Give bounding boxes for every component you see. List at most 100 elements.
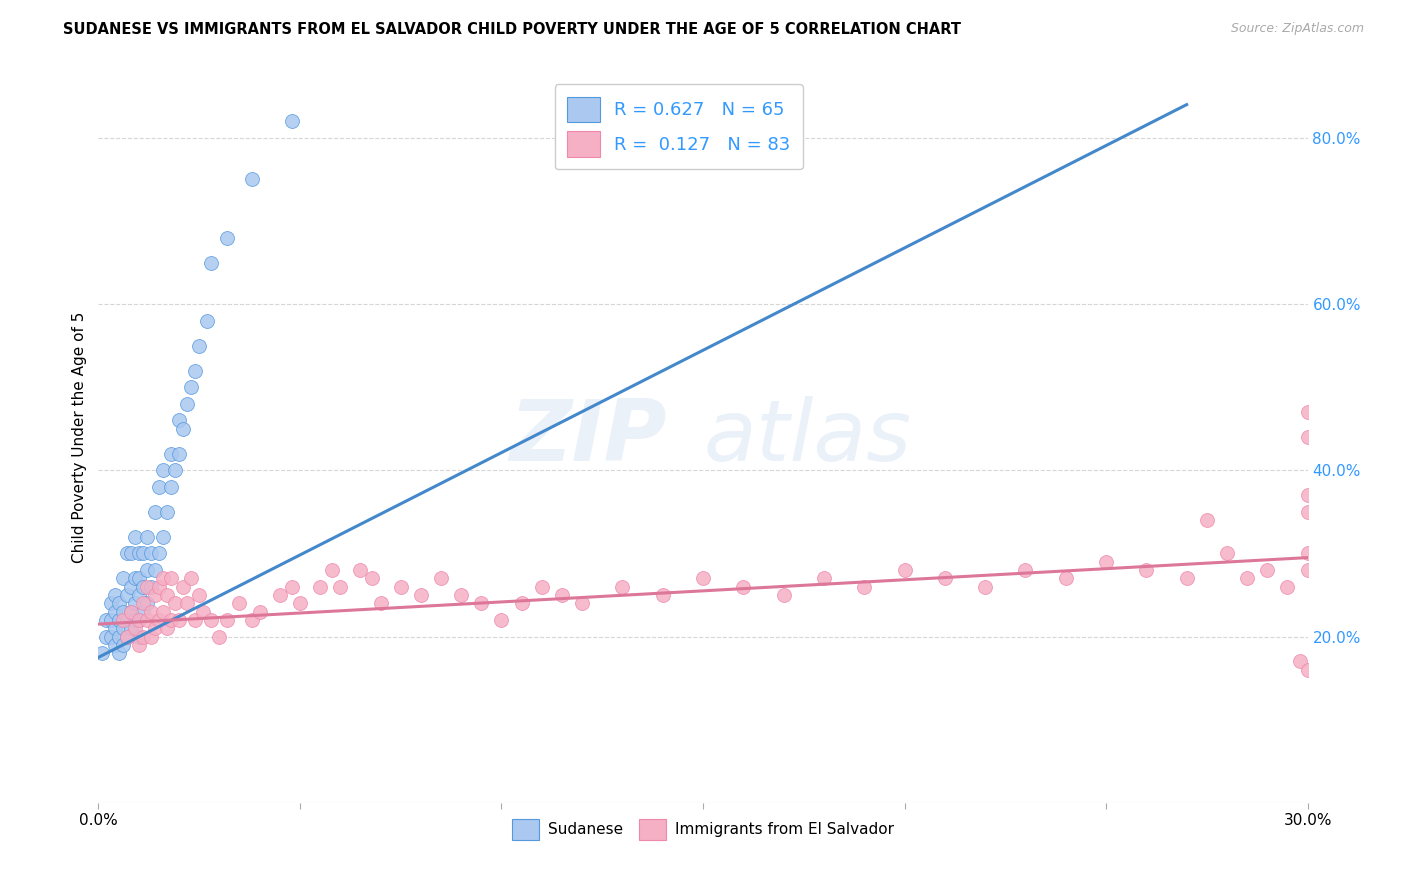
Text: Source: ZipAtlas.com: Source: ZipAtlas.com — [1230, 22, 1364, 36]
Point — [1195, 513, 1218, 527]
Point — [124, 530, 146, 544]
Y-axis label: Child Poverty Under the Age of 5: Child Poverty Under the Age of 5 — [72, 311, 87, 563]
Point — [217, 230, 239, 244]
Point — [148, 480, 170, 494]
Point — [470, 596, 492, 610]
Point — [228, 596, 250, 610]
Point — [132, 605, 155, 619]
Point — [132, 580, 155, 594]
Point — [96, 630, 118, 644]
Point — [692, 571, 714, 585]
Point — [491, 613, 513, 627]
Point — [195, 314, 218, 328]
Point — [107, 596, 129, 610]
Point — [1296, 563, 1319, 577]
Point — [115, 546, 138, 560]
Point — [1296, 430, 1319, 444]
Point — [100, 630, 122, 644]
Point — [188, 588, 211, 602]
Point — [156, 621, 179, 635]
Point — [91, 646, 114, 660]
Point — [167, 413, 190, 427]
Point — [163, 596, 186, 610]
Legend: Sudanese, Immigrants from El Salvador: Sudanese, Immigrants from El Salvador — [506, 813, 900, 847]
Point — [120, 605, 142, 619]
Point — [156, 505, 179, 519]
Point — [124, 613, 146, 627]
Point — [115, 613, 138, 627]
Point — [111, 638, 134, 652]
Point — [1256, 563, 1278, 577]
Point — [103, 621, 125, 635]
Point — [551, 588, 574, 602]
Point — [167, 613, 190, 627]
Point — [530, 580, 553, 594]
Point — [96, 613, 118, 627]
Point — [132, 596, 155, 610]
Point — [124, 621, 146, 635]
Point — [115, 630, 138, 644]
Point — [1014, 563, 1036, 577]
Point — [139, 546, 162, 560]
Point — [107, 646, 129, 660]
Point — [389, 580, 412, 594]
Point — [143, 563, 166, 577]
Point — [813, 571, 835, 585]
Point — [152, 530, 174, 544]
Point — [1296, 546, 1319, 560]
Point — [128, 630, 150, 644]
Point — [163, 463, 186, 477]
Point — [139, 630, 162, 644]
Point — [135, 596, 157, 610]
Point — [172, 580, 194, 594]
Point — [188, 338, 211, 352]
Point — [349, 563, 371, 577]
Point — [132, 630, 155, 644]
Point — [167, 447, 190, 461]
Point — [612, 580, 634, 594]
Point — [1296, 663, 1319, 677]
Point — [135, 580, 157, 594]
Point — [1054, 571, 1077, 585]
Point — [143, 621, 166, 635]
Point — [120, 546, 142, 560]
Point — [160, 571, 183, 585]
Point — [111, 605, 134, 619]
Point — [160, 613, 183, 627]
Point — [329, 580, 352, 594]
Point — [132, 546, 155, 560]
Point — [100, 613, 122, 627]
Point — [1277, 580, 1299, 594]
Point — [176, 397, 198, 411]
Point — [1216, 546, 1239, 560]
Point — [128, 613, 150, 627]
Point — [152, 463, 174, 477]
Point — [269, 588, 291, 602]
Point — [1175, 571, 1198, 585]
Point — [156, 588, 179, 602]
Point — [152, 605, 174, 619]
Point — [430, 571, 453, 585]
Point — [103, 588, 125, 602]
Point — [321, 563, 343, 577]
Point — [240, 172, 263, 186]
Point — [180, 380, 202, 394]
Point — [148, 546, 170, 560]
Point — [135, 530, 157, 544]
Point — [103, 638, 125, 652]
Point — [128, 588, 150, 602]
Point — [1296, 488, 1319, 502]
Point — [107, 613, 129, 627]
Point — [128, 613, 150, 627]
Point — [409, 588, 432, 602]
Point — [772, 588, 794, 602]
Point — [651, 588, 673, 602]
Point — [124, 571, 146, 585]
Point — [143, 505, 166, 519]
Point — [200, 613, 222, 627]
Point — [240, 613, 263, 627]
Point — [733, 580, 755, 594]
Point — [370, 596, 392, 610]
Point — [160, 447, 183, 461]
Point — [180, 571, 202, 585]
